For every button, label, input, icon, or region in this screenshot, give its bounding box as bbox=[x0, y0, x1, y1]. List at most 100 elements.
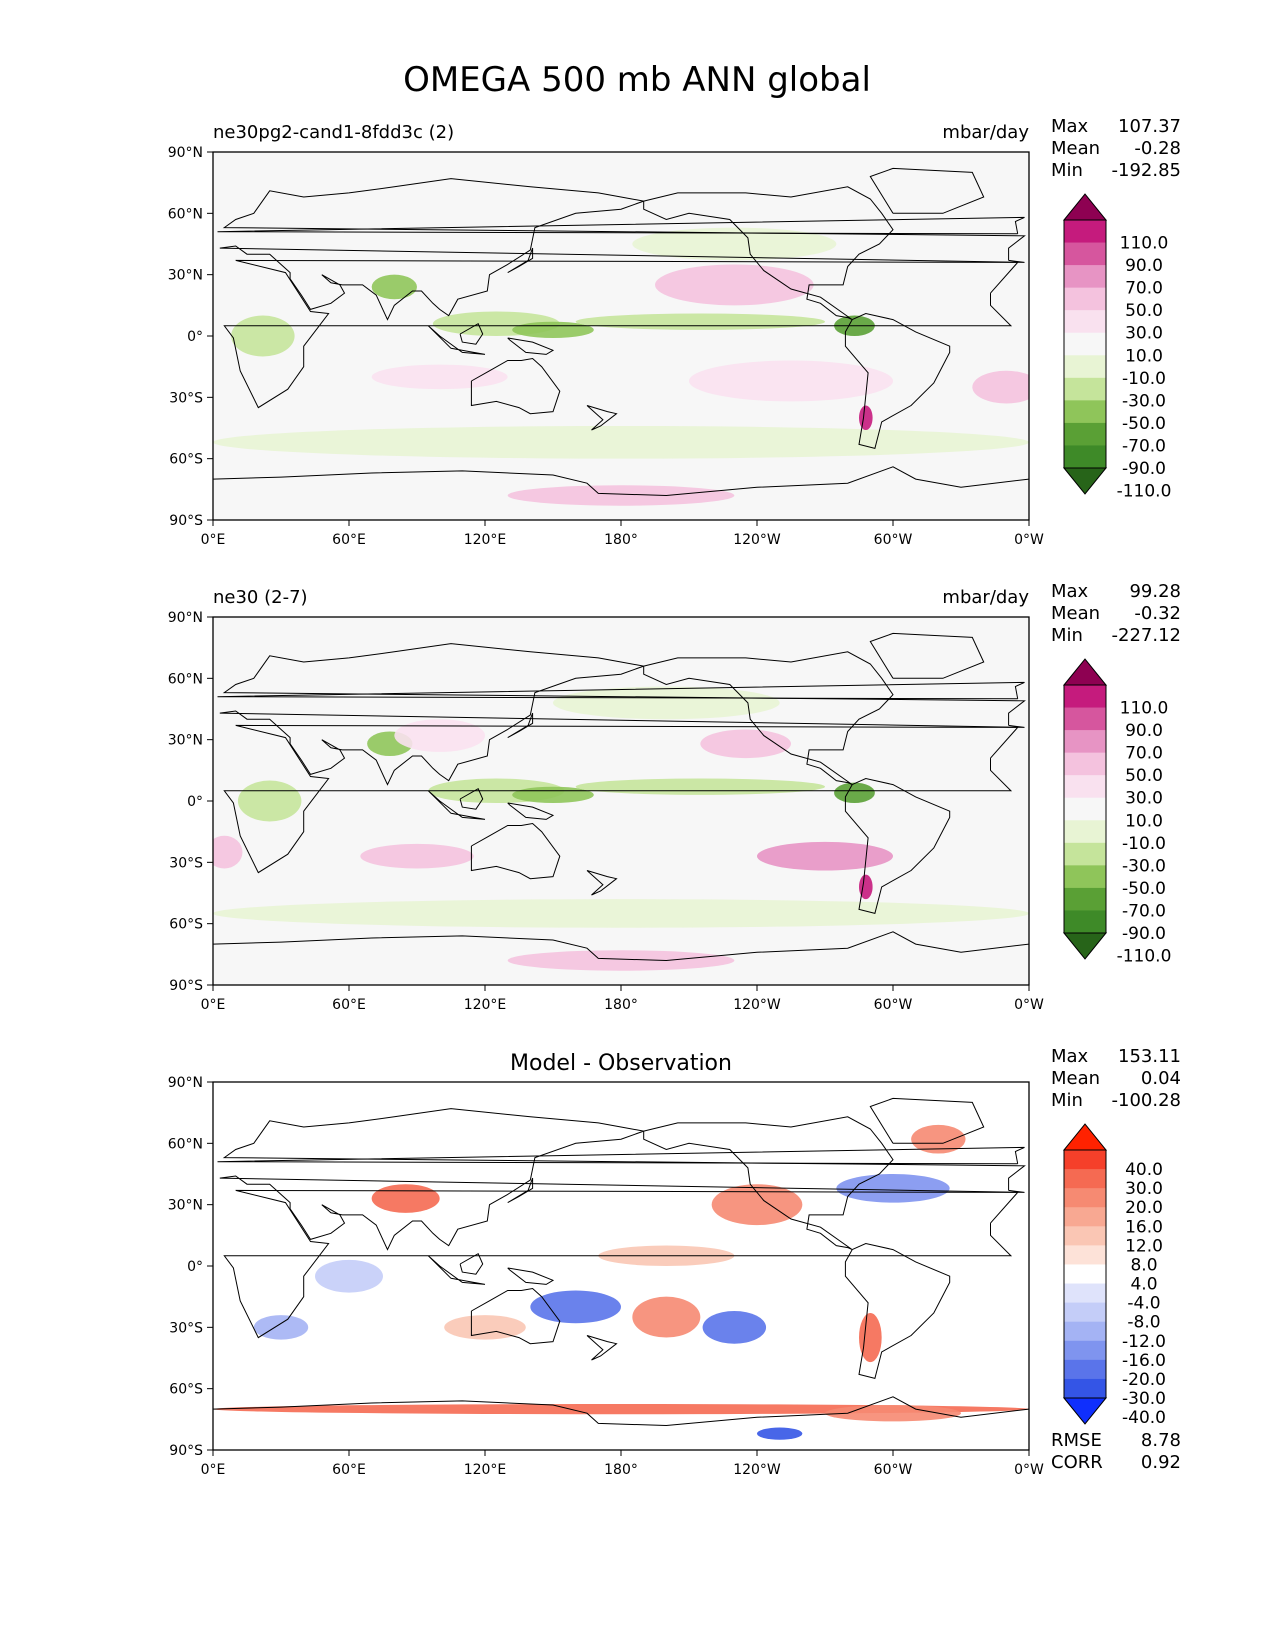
field-patch bbox=[700, 729, 791, 759]
coastline bbox=[470, 1287, 561, 1345]
colorbar-level-label: 110.0 bbox=[1120, 699, 1169, 719]
field-patch bbox=[834, 782, 875, 804]
panel-side: Max 107.37 Mean -0.28 Min -192.85 110.09… bbox=[1051, 116, 1181, 502]
colorbar-level-label: -40.0 bbox=[1122, 1408, 1166, 1428]
field-patch bbox=[632, 227, 837, 261]
colorbar-bin bbox=[1064, 1169, 1106, 1189]
coastline bbox=[586, 1335, 618, 1361]
coastline bbox=[507, 1177, 534, 1204]
field-patch bbox=[394, 719, 485, 752]
colorbar-level-label: -90.0 bbox=[1122, 459, 1166, 479]
field-patch bbox=[315, 1259, 383, 1293]
coastline bbox=[586, 405, 618, 431]
colorbar-level-label: 90.0 bbox=[1125, 721, 1163, 741]
field-patch bbox=[575, 313, 825, 330]
panel-units: mbar/day bbox=[942, 587, 1029, 608]
colorbar-bin bbox=[1064, 422, 1106, 446]
colorbar-bin bbox=[1064, 1150, 1106, 1170]
lat-tick-label: 60°N bbox=[168, 671, 203, 687]
stat-min-value: -227.12 bbox=[1112, 625, 1181, 646]
lon-tick-label: 0°E bbox=[201, 997, 226, 1013]
field-patch bbox=[972, 370, 1029, 404]
field-patch bbox=[360, 843, 474, 869]
lat-tick-label: 0° bbox=[187, 329, 203, 345]
coastline bbox=[643, 186, 894, 321]
coastline bbox=[507, 712, 534, 739]
stat-max-value: 153.11 bbox=[1118, 1046, 1181, 1067]
coastline bbox=[507, 247, 534, 274]
colorbar-level-label: 30.0 bbox=[1125, 1179, 1163, 1199]
colorbar-bin bbox=[1064, 820, 1106, 844]
field-patch bbox=[213, 1404, 1029, 1415]
colorbar-bin bbox=[1064, 400, 1106, 424]
field-patch bbox=[859, 405, 873, 431]
colorbar-bin bbox=[1064, 265, 1106, 289]
coastline bbox=[427, 325, 486, 355]
lon-tick-label: 180° bbox=[604, 1462, 638, 1478]
colorbar-extend-max bbox=[1062, 193, 1108, 221]
lat-tick-label: 30°N bbox=[168, 268, 203, 284]
colorbar-level-label: -50.0 bbox=[1122, 414, 1166, 434]
colorbar-level-label: 70.0 bbox=[1125, 279, 1163, 299]
lon-tick-label: 0°W bbox=[1014, 1462, 1044, 1478]
colorbar-level-label: -70.0 bbox=[1122, 901, 1166, 921]
field-patch bbox=[553, 686, 780, 720]
axis-ticks: 90°N 60°N 30°N 0° 30°S 60°S 90°S 0°E 60°E 120°E 18… bbox=[168, 145, 1044, 548]
panel-side: Max 153.11 Mean 0.04 Min -100.28 40.030.… bbox=[1051, 1046, 1181, 1473]
field-patch bbox=[231, 315, 295, 357]
colorbar-frame bbox=[1063, 1149, 1107, 1399]
colorbar-level-label: 110.0 bbox=[1120, 234, 1169, 254]
lat-tick-label: 60°S bbox=[169, 452, 203, 468]
colorbar-bin bbox=[1064, 685, 1106, 709]
coastline bbox=[427, 1255, 486, 1285]
colorbar-level-label: 10.0 bbox=[1125, 811, 1163, 831]
lon-tick-label: 120°E bbox=[464, 997, 507, 1013]
field-patch bbox=[507, 950, 735, 971]
colorbar-level-label: -16.0 bbox=[1122, 1351, 1166, 1371]
colorbar-level-label: -10.0 bbox=[1122, 369, 1166, 389]
lon-tick-label: 60°E bbox=[332, 532, 366, 548]
stat-mean-label: Mean bbox=[1051, 138, 1100, 159]
colorbar-frame bbox=[1063, 684, 1107, 934]
lat-tick-label: 60°N bbox=[168, 1136, 203, 1152]
colorbar-level-label: 30.0 bbox=[1125, 789, 1163, 809]
lon-tick-label: 0°E bbox=[201, 532, 226, 548]
colorbar-level-label: -90.0 bbox=[1122, 924, 1166, 944]
coastline bbox=[217, 1146, 1025, 1165]
colorbar-level-label: -70.0 bbox=[1122, 436, 1166, 456]
colorbar-bin bbox=[1064, 842, 1106, 866]
colorbar: 110.090.0 70.050.0 30.010.0 -10.0-30.0 -50.0… bbox=[1062, 658, 1172, 967]
stat-min-label: Min bbox=[1051, 1090, 1083, 1111]
field-patch bbox=[711, 1184, 803, 1226]
colorbar-extend-min bbox=[1062, 467, 1108, 495]
colorbar-level-label: 40.0 bbox=[1125, 1160, 1163, 1180]
stat-min-label: Min bbox=[1051, 625, 1083, 646]
coastlines bbox=[213, 1097, 1029, 1427]
field-patch bbox=[213, 835, 243, 869]
colorbar-bin bbox=[1064, 1264, 1106, 1285]
coastlines bbox=[213, 632, 1029, 962]
colorbar-level-label: 90.0 bbox=[1125, 256, 1163, 276]
panel-title-left: ne30pg2-cand1-8fdd3c (2) bbox=[213, 122, 454, 143]
stat-max-label: Max bbox=[1051, 1046, 1089, 1067]
map-background bbox=[213, 152, 1029, 520]
colorbar-bin bbox=[1064, 910, 1106, 934]
colorbar-level-label: -4.0 bbox=[1127, 1294, 1160, 1314]
colorbar-bin bbox=[1064, 310, 1106, 334]
rmse-value: 8.78 bbox=[1141, 1430, 1181, 1451]
figure-title: OMEGA 500 mb ANN global bbox=[403, 60, 871, 100]
coastline bbox=[507, 802, 555, 820]
colorbar-bin bbox=[1064, 865, 1106, 889]
colorbar-extend-max bbox=[1062, 658, 1108, 686]
colorbar-bin bbox=[1064, 1321, 1106, 1342]
lon-tick-label: 0°E bbox=[201, 1462, 226, 1478]
colorbar-level-label: 8.0 bbox=[1130, 1255, 1157, 1275]
coastline bbox=[217, 681, 1025, 700]
colorbar-level-label: 12.0 bbox=[1125, 1236, 1163, 1256]
lat-tick-label: 60°S bbox=[169, 1382, 203, 1398]
lon-tick-label: 180° bbox=[604, 997, 638, 1013]
colorbar-level-label: -110.0 bbox=[1117, 947, 1172, 967]
stat-max-value: 99.28 bbox=[1129, 581, 1181, 602]
colorbar-bin bbox=[1064, 1245, 1106, 1265]
map-field bbox=[213, 617, 1029, 985]
